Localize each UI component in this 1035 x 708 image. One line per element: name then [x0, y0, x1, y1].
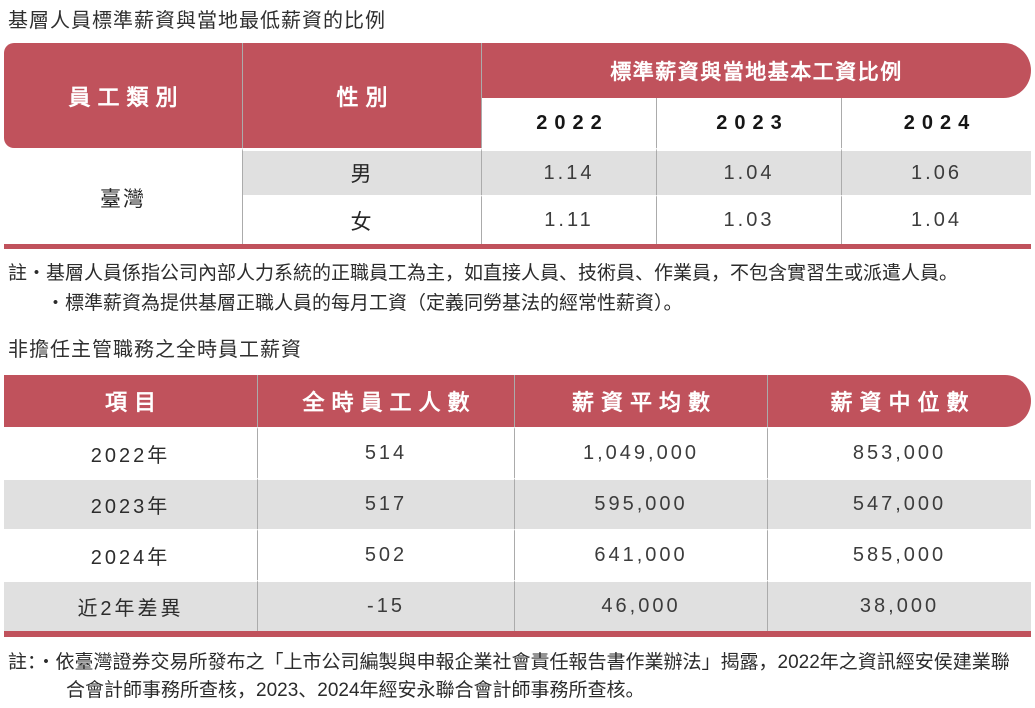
ratio-female-2024: 1.04 [842, 195, 1031, 244]
ratio-male-2023: 1.04 [657, 148, 842, 195]
table2-note: 註：・依臺灣證券交易所發布之「上市公司編製與申報企業社會責任報告書作業辦法」揭露… [8, 652, 1010, 701]
fulltime-salary-table: 項目 全時員工人數 薪資平均數 薪資中位數 2022年 514 1,049,00… [4, 375, 1031, 631]
header-headcount: 全時員工人數 [258, 375, 515, 427]
section2-title: 非擔任主管職務之全時員工薪資 [8, 339, 302, 361]
table1-bottom-rule [4, 244, 1031, 249]
year-column-2022: 2022 [482, 98, 657, 148]
header-item: 項目 [4, 375, 258, 427]
row-2022-count: 514 [258, 427, 515, 478]
salary-ratio-table: 員工類別 性別 標準薪資與當地基本工資比例 2022 2023 2024 臺灣 … [4, 43, 1031, 244]
row-2022-label: 2022年 [4, 427, 258, 478]
row-2022-median: 853,000 [768, 427, 1031, 478]
header-salary-mean: 薪資平均數 [515, 375, 768, 427]
row-2024-label: 2024年 [4, 529, 258, 580]
year-column-2024: 2024 [842, 98, 1031, 148]
region-cell: 臺灣 [4, 148, 243, 244]
section1-title: 基層人員標準薪資與當地最低薪資的比例 [8, 10, 386, 32]
header-gender: 性別 [243, 43, 482, 148]
row-diff-mean: 46,000 [515, 580, 768, 631]
row-2024-count: 502 [258, 529, 515, 580]
row-2023-label: 2023年 [4, 478, 258, 529]
row-diff-median: 38,000 [768, 580, 1031, 631]
ratio-male-2024: 1.06 [842, 148, 1031, 195]
table2-bottom-rule [4, 631, 1031, 637]
row-2024-mean: 641,000 [515, 529, 768, 580]
header-ratio-group: 標準薪資與當地基本工資比例 [482, 43, 1031, 98]
row-diff-label: 近2年差異 [4, 580, 258, 631]
row-2022-mean: 1,049,000 [515, 427, 768, 478]
row-diff-count: -15 [258, 580, 515, 631]
note-line-2: ・標準薪資為提供基層正職人員的每月工資（定義同勞基法的經常性薪資）。 [46, 293, 683, 314]
header-salary-median: 薪資中位數 [768, 375, 1031, 427]
row-2023-mean: 595,000 [515, 478, 768, 529]
gender-female-cell: 女 [243, 195, 482, 244]
gender-male-cell: 男 [243, 148, 482, 195]
row-2023-median: 547,000 [768, 478, 1031, 529]
row-2023-count: 517 [258, 478, 515, 529]
header-employee-category: 員工類別 [4, 43, 243, 148]
ratio-female-2023: 1.03 [657, 195, 842, 244]
ratio-male-2022: 1.14 [482, 148, 657, 195]
row-2024-median: 585,000 [768, 529, 1031, 580]
year-column-2023: 2023 [657, 98, 842, 148]
note-line-1: 註・基層人員係指公司內部人力系統的正職員工為主，如直接人員、技術員、作業員，不包… [8, 263, 959, 284]
table1-notes: 註・基層人員係指公司內部人力系統的正職員工為主，如直接人員、技術員、作業員，不包… [8, 259, 1031, 319]
ratio-female-2022: 1.11 [482, 195, 657, 244]
